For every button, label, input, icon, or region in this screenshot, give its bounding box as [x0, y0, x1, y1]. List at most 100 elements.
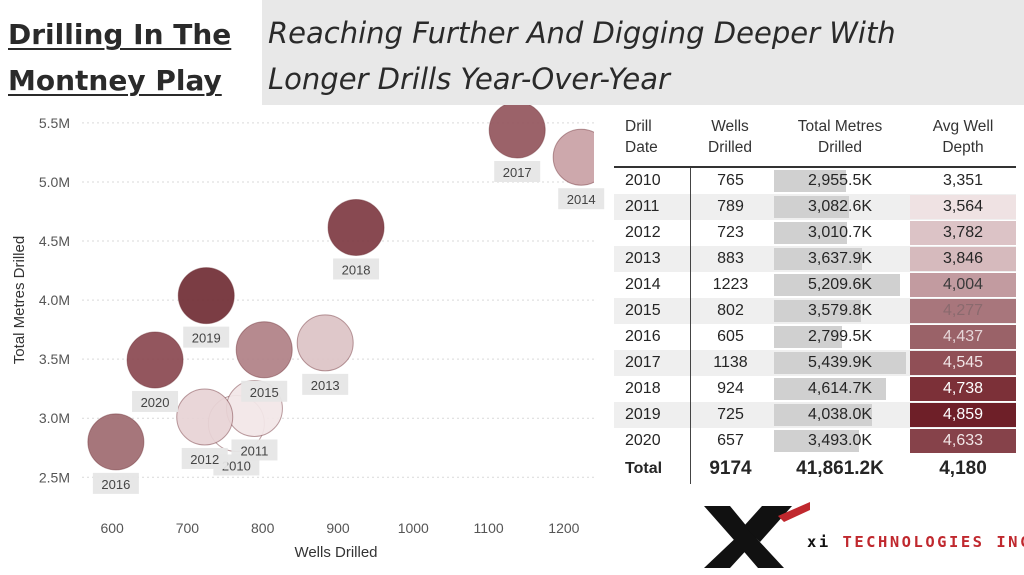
- table-row[interactable]: 2010 765 2,955.5K 3,351: [614, 168, 1016, 194]
- bubble-label: 2016: [101, 477, 130, 492]
- bubble-label-bg: [494, 161, 541, 183]
- header-total-metres[interactable]: Total Metres Drilled: [770, 112, 910, 166]
- bubble-label-bg: [92, 472, 139, 494]
- bubble-2014[interactable]: [552, 128, 609, 186]
- y-tick-label: 4.5M: [39, 233, 70, 249]
- bubble-2017[interactable]: [488, 105, 546, 159]
- depth-value: 3,564: [910, 195, 1016, 219]
- table-row[interactable]: 2017 1138 5,439.9K 4,545: [614, 350, 1016, 376]
- table-row[interactable]: 2013 883 3,637.9K 3,846: [614, 246, 1016, 272]
- depth-value: 4,859: [910, 403, 1016, 427]
- cell-total-metres: 2,955.5K: [770, 168, 910, 194]
- cell-drill-date: 2015: [625, 302, 661, 319]
- table-row[interactable]: 2016 605 2,799.5K 4,437: [614, 324, 1016, 350]
- bubble-2019[interactable]: [177, 267, 235, 325]
- cell-total-metres: 3,010.7K: [770, 220, 910, 246]
- table-row[interactable]: 2011 789 3,082.6K 3,564: [614, 194, 1016, 220]
- metres-value: 4,038.0K: [807, 406, 873, 423]
- table-row[interactable]: 2019 725 4,038.0K 4,859: [614, 402, 1016, 428]
- bubble-2016[interactable]: [87, 413, 145, 471]
- header-wells-drilled[interactable]: Wells Drilled: [690, 112, 770, 166]
- header-metres-line-2: Drilled: [818, 139, 862, 156]
- cell-total-metres: 4,038.0K: [770, 402, 910, 428]
- x-tick-label: 600: [100, 520, 124, 536]
- cell-avg-depth: 3,351: [910, 168, 1016, 194]
- bubble-label-bg: [302, 373, 349, 395]
- metres-value: 2,799.5K: [807, 328, 873, 345]
- x-tick-label: 1100: [474, 520, 504, 536]
- cell-drill-date: 2020: [625, 432, 661, 449]
- header-depth-line-2: Depth: [942, 139, 984, 156]
- header: Drilling In The Montney Play Reaching Fu…: [0, 0, 1024, 105]
- bubble-layer: [87, 105, 609, 471]
- cell-avg-depth: 4,633: [910, 428, 1016, 454]
- table-row[interactable]: 2018 924 4,614.7K 4,738: [614, 376, 1016, 402]
- header-date-line-1: Drill: [625, 118, 652, 135]
- depth-value: 4,004: [910, 273, 1016, 297]
- depth-value: 4,545: [910, 351, 1016, 375]
- bubble-label: 2017: [503, 165, 532, 180]
- total-label: Total: [625, 460, 663, 477]
- cell-drill-date: 2010: [625, 172, 661, 189]
- table-row[interactable]: 2020 657 3,493.0K 4,633: [614, 428, 1016, 454]
- cell-total-metres: 5,439.9K: [770, 350, 910, 376]
- total-wells: 9174: [690, 454, 770, 484]
- bubble-label-bg: [241, 380, 288, 402]
- logo-xi: xi: [807, 533, 831, 551]
- bubble-2013[interactable]: [296, 314, 354, 372]
- x-tick-label: 700: [176, 520, 200, 536]
- cell-wells-drilled: 924: [690, 376, 770, 402]
- metres-value: 3,010.7K: [807, 224, 873, 241]
- metres-value: 4,614.7K: [807, 380, 873, 397]
- bubble-label-bg: [231, 439, 278, 461]
- cell-avg-depth: 4,437: [910, 324, 1016, 350]
- bubble-label: 2012: [190, 452, 219, 467]
- depth-value: 4,277: [910, 299, 1016, 323]
- title-line-2: Montney Play: [8, 64, 222, 97]
- metres-data-bar: [774, 404, 872, 426]
- x-tick-label: 1000: [398, 520, 429, 536]
- y-tick-label: 3.0M: [39, 410, 70, 426]
- subtitle-line-2: Longer Drills Year-Over-Year: [268, 62, 670, 96]
- bubble-label-bg: [333, 258, 380, 280]
- cell-drill-date: 2018: [625, 380, 661, 397]
- cell-wells-drilled: 725: [690, 402, 770, 428]
- table-row[interactable]: 2012 723 3,010.7K 3,782: [614, 220, 1016, 246]
- bubble-label: 2018: [342, 262, 371, 277]
- table-row[interactable]: 2014 1223 5,209.6K 4,004: [614, 272, 1016, 298]
- header-avg-well-depth[interactable]: Avg Well Depth: [910, 112, 1016, 166]
- cell-drill-date: 2019: [625, 406, 661, 423]
- metres-value: 2,955.5K: [807, 172, 873, 189]
- bubble-label: 2019: [192, 331, 221, 346]
- cell-wells-drilled: 605: [690, 324, 770, 350]
- cell-drill-date: 2013: [625, 250, 661, 267]
- cell-avg-depth: 3,846: [910, 246, 1016, 272]
- cell-total-metres: 5,209.6K: [770, 272, 910, 298]
- depth-value: 3,351: [910, 169, 1016, 193]
- cell-drill-date: 2012: [625, 224, 661, 241]
- bubble-label-bg: [183, 326, 230, 348]
- y-tick-label: 2.5M: [39, 469, 70, 485]
- header-drill-date[interactable]: Drill Date: [614, 112, 690, 166]
- bubble-2015[interactable]: [235, 321, 293, 379]
- bubble-label: 2014: [567, 192, 596, 207]
- cell-total-metres: 3,082.6K: [770, 194, 910, 220]
- cell-drill-date: 2016: [625, 328, 661, 345]
- subtitle-line-1: Reaching Further And Digging Deeper With: [268, 16, 896, 50]
- cell-wells-drilled: 789: [690, 194, 770, 220]
- scatter-chart[interactable]: 2.5M 3.0M 3.5M 4.0M 4.5M 5.0M 5.5M 600 700 800 900…: [0, 105, 610, 575]
- cell-wells-drilled: 723: [690, 220, 770, 246]
- metres-data-bar: [774, 248, 863, 270]
- bubble-2012[interactable]: [176, 388, 234, 446]
- bubble-label: 2013: [311, 378, 340, 393]
- cell-avg-depth: 4,738: [910, 376, 1016, 402]
- y-tick-label: 4.0M: [39, 292, 70, 308]
- xi-logo-icon: [704, 502, 810, 568]
- bubble-2020[interactable]: [126, 331, 184, 389]
- depth-value: 4,633: [910, 429, 1016, 453]
- bubble-2018[interactable]: [327, 198, 385, 256]
- header-wells-line-2: Drilled: [708, 139, 752, 156]
- table-row[interactable]: 2015 802 3,579.8K 4,277: [614, 298, 1016, 324]
- cell-total-metres: 3,637.9K: [770, 246, 910, 272]
- logo-wordmark: xi TECHNOLOGIES INC.: [807, 533, 1024, 551]
